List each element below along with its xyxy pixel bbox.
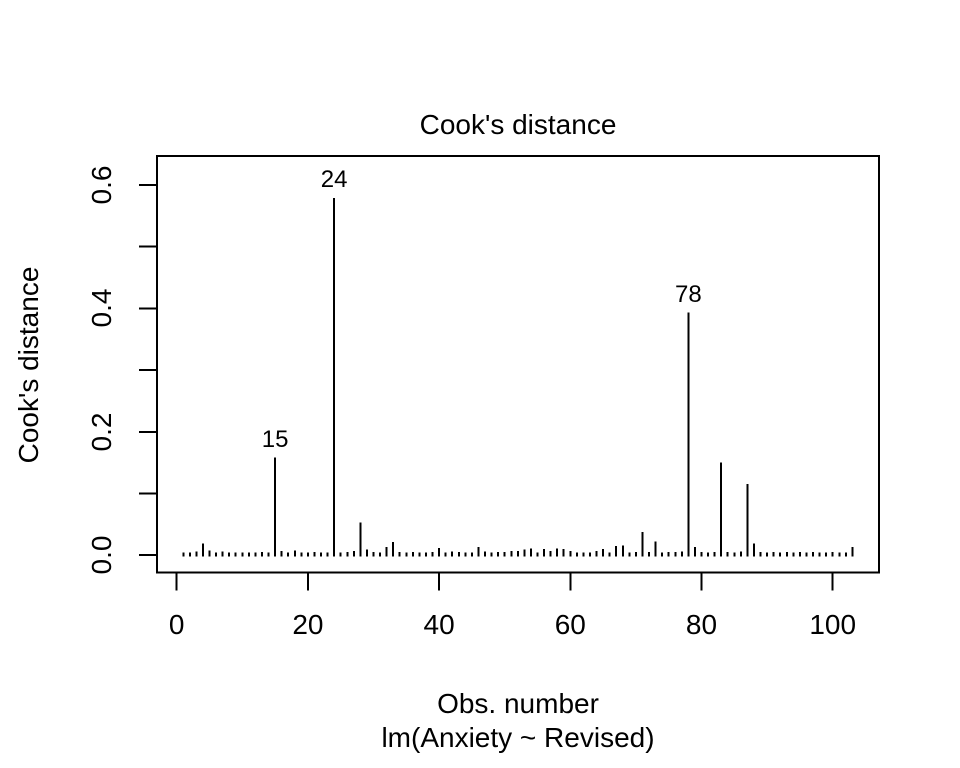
x-tick-label-100: 100 — [809, 609, 857, 640]
y-tick-label-0.6: 0.6 — [86, 165, 117, 205]
x-tick-label-60: 60 — [554, 609, 586, 640]
y-axis-title: Cook's distance — [13, 266, 44, 464]
x-tick-label-80: 80 — [685, 609, 718, 640]
model-formula-label: lm(Anxiety ~ Revised) — [381, 722, 655, 753]
x-tick-label-20: 20 — [292, 609, 324, 640]
point-label-obs-78: 78 — [675, 280, 702, 308]
x-tick-label-0: 0 — [168, 609, 185, 640]
y-tick-label-0.2: 0.2 — [86, 412, 117, 452]
point-label-obs-24: 24 — [320, 165, 348, 193]
y-tick-label-0.4: 0.4 — [86, 288, 117, 328]
point-label-obs-15: 15 — [261, 425, 289, 453]
plot-box — [156, 155, 880, 574]
x-axis-title: Obs. number — [437, 688, 599, 719]
chart-title: Cook's distance — [419, 109, 617, 140]
x-tick-label-40: 40 — [423, 609, 455, 640]
y-tick-label-0.0: 0.0 — [86, 535, 117, 575]
